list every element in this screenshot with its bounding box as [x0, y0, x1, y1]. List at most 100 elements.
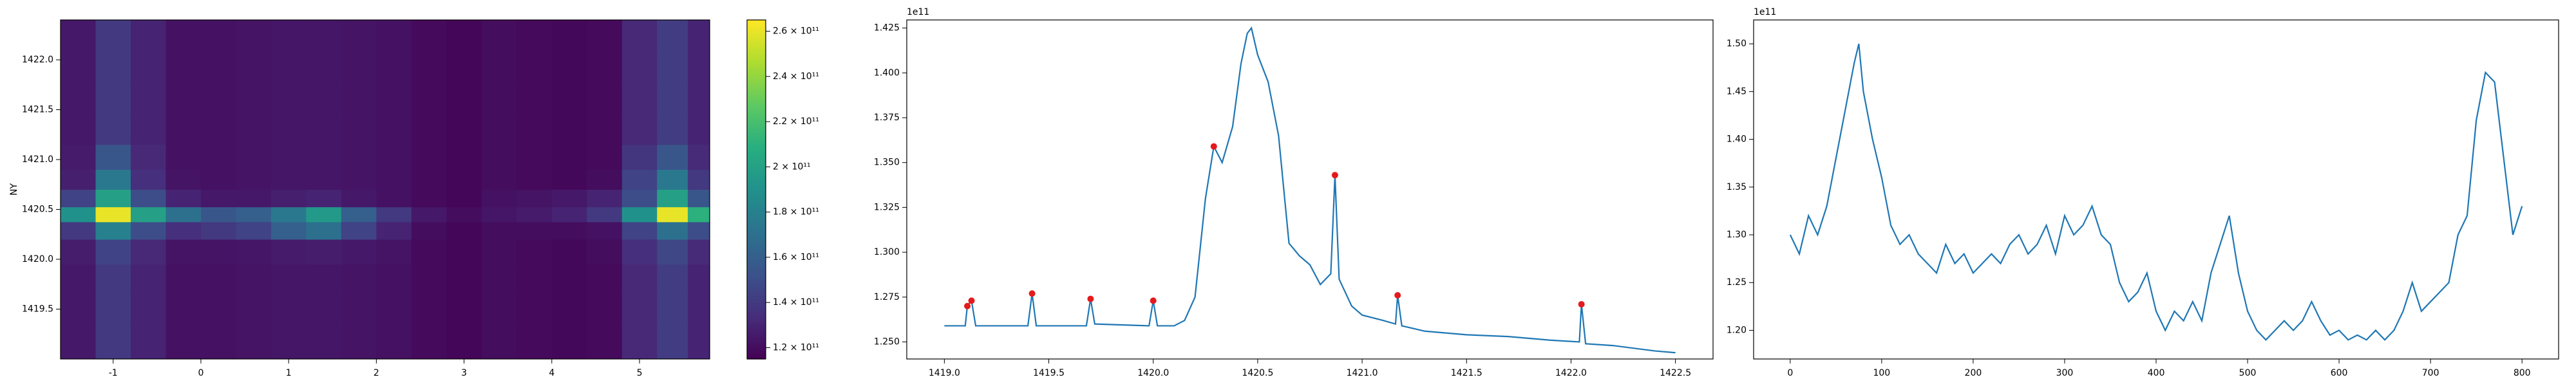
colorbar-gradient: [747, 42, 766, 46]
x-tick-label: 800: [2514, 368, 2531, 378]
colorbar-tick-label: 2.4 × 10¹¹: [773, 71, 819, 82]
colorbar-gradient: [747, 20, 766, 23]
x-tick-label: 600: [2331, 368, 2348, 378]
heatmap-cell: [130, 169, 166, 190]
colorbar-gradient: [747, 203, 766, 206]
heatmap-cell: [236, 115, 272, 145]
colorbar-gradient: [747, 356, 766, 360]
heatmap-cell: [446, 115, 482, 145]
colorbar-gradient: [747, 44, 766, 48]
heatmap-cell: [446, 55, 482, 86]
heatmap-cell: [587, 221, 623, 240]
colorbar-gradient: [747, 22, 766, 25]
heatmap-cell: [306, 115, 342, 145]
colorbar-gradient: [747, 201, 766, 204]
heatmap-cell: [481, 169, 517, 190]
heatmap-cell: [341, 189, 377, 208]
heatmap-cell: [657, 207, 688, 223]
heatmap-cell: [411, 20, 447, 55]
heatmap-cell: [95, 115, 131, 145]
heatmap-cell: [306, 294, 342, 325]
heatmap-cell: [200, 169, 236, 190]
heatmap-cell: [166, 207, 202, 223]
colorbar-gradient: [747, 302, 766, 306]
x-tick-label: 1420.5: [1242, 368, 1273, 378]
colorbar-gradient: [747, 291, 766, 294]
colorbar-gradient: [747, 207, 766, 210]
heatmap-cell: [587, 207, 623, 223]
colorbar-gradient: [747, 78, 766, 82]
colorbar-gradient: [747, 149, 766, 152]
heatmap-cell: [166, 169, 202, 190]
colorbar-tick-label: 1.4 × 10¹¹: [773, 297, 819, 308]
heatmap-cell: [481, 55, 517, 86]
heatmap-cell: [376, 189, 412, 208]
colorbar-gradient: [747, 340, 766, 344]
heatmap-cell: [411, 264, 447, 295]
heatmap-cell: [270, 221, 307, 240]
offset-label: 1e11: [1754, 7, 1776, 17]
heatmap-cell: [551, 115, 587, 145]
heatmap-cell: [236, 264, 272, 295]
heatmap-cell: [481, 324, 517, 360]
heatmap-cell: [95, 84, 131, 115]
colorbar-gradient: [747, 122, 766, 125]
y-tick-label: 1.45: [1727, 86, 1747, 96]
y-tick-label: 1.35: [1727, 182, 1747, 192]
colorbar-tick-label: 1.8 × 10¹¹: [773, 207, 819, 217]
heatmap-cell: [551, 189, 587, 208]
colorbar-gradient: [747, 67, 766, 70]
colorbar-gradient: [747, 40, 766, 43]
heatmap-cell: [411, 189, 447, 208]
heatmap-cell: [236, 294, 272, 325]
heatmap-cell: [166, 221, 202, 240]
colorbar-gradient: [747, 58, 766, 61]
heatmap-cell: [95, 144, 131, 170]
colorbar-gradient: [747, 334, 766, 337]
heatmap-cell: [657, 264, 688, 295]
y-tick-label: 1422.0: [22, 55, 53, 65]
x-tick-label: 500: [2239, 368, 2257, 378]
colorbar-gradient: [747, 185, 766, 188]
x-tick-label: 400: [2148, 368, 2165, 378]
heatmap-cell: [200, 294, 236, 325]
heatmap-cell: [341, 294, 377, 325]
heatmap-cell: [621, 84, 658, 115]
heatmap-cell: [446, 189, 482, 208]
y-tick-label: 1.425: [874, 23, 900, 33]
heatmap-cell: [270, 239, 307, 265]
colorbar-gradient: [747, 60, 766, 64]
heatmap-cell: [236, 239, 272, 265]
heatmap-cell: [61, 294, 96, 325]
colorbar-gradient: [747, 53, 766, 57]
colorbar-gradient: [747, 173, 766, 177]
colorbar-gradient: [747, 51, 766, 55]
colorbar-gradient: [747, 135, 766, 138]
heatmap-cell: [236, 84, 272, 115]
colorbar-gradient: [747, 322, 766, 326]
heatmap-cell: [200, 324, 236, 360]
heatmap-cell: [481, 264, 517, 295]
colorbar-gradient: [747, 29, 766, 32]
y-tick-label: 1.250: [874, 337, 900, 347]
heatmap-cell: [446, 239, 482, 265]
colorbar-gradient: [747, 119, 766, 122]
heatmap-cell: [236, 221, 272, 240]
colorbar-gradient: [747, 162, 766, 165]
heatmap-cell: [516, 169, 553, 190]
heatmap-cell: [411, 169, 447, 190]
colorbar-gradient: [747, 160, 766, 163]
colorbar-gradient: [747, 246, 766, 249]
colorbar-gradient: [747, 89, 766, 93]
heatmap-cell: [481, 144, 517, 170]
heatmap-cell: [270, 144, 307, 170]
x-tick-label: 300: [2056, 368, 2074, 378]
colorbar-gradient: [747, 331, 766, 335]
heatmap-cell: [657, 221, 688, 240]
colorbar-gradient: [747, 158, 766, 161]
heatmap-cell: [516, 294, 553, 325]
colorbar-tick-label: 2.2 × 10¹¹: [773, 116, 819, 127]
colorbar-gradient: [747, 352, 766, 355]
x-tick-label: 1420.0: [1137, 368, 1169, 378]
colorbar-gradient: [747, 266, 766, 270]
